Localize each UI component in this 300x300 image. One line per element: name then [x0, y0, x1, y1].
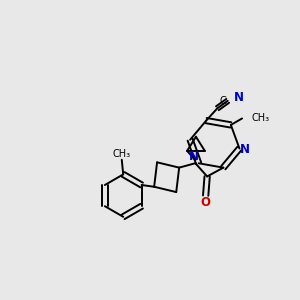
Text: N: N: [234, 92, 244, 104]
Text: N: N: [189, 150, 199, 163]
Text: N: N: [240, 143, 250, 156]
Text: CH₃: CH₃: [113, 149, 131, 159]
Text: C: C: [220, 97, 226, 106]
Text: CH₃: CH₃: [251, 113, 270, 124]
Text: O: O: [201, 196, 211, 208]
